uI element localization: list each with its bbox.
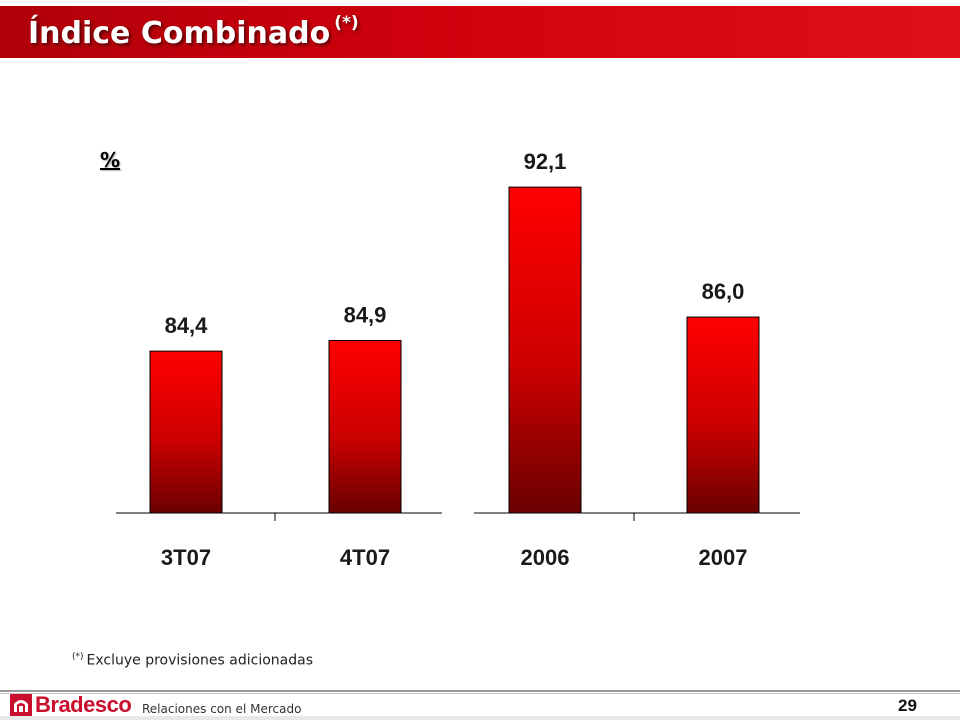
footer-bottom-band (0, 716, 960, 720)
combined-ratio-chart: 84,4 3T07 84,9 4T07 92,1 2006 86,0 2007 (116, 149, 800, 570)
category-label-4T07: 4T07 (340, 545, 390, 570)
unit-label: % (100, 148, 121, 172)
data-label-2006: 92,1 (524, 149, 567, 174)
footer-rule (0, 690, 960, 692)
category-label-2007: 2007 (699, 545, 748, 570)
bar-4T07 (328, 339, 402, 514)
footer-subtitle: Relaciones con el Mercado (142, 702, 302, 716)
data-label-3T07: 84,4 (165, 313, 209, 338)
bar-2006 (508, 186, 582, 514)
footnote: (*) Excluye provisiones adicionadas (72, 652, 313, 669)
bar-group-1: 84,4 3T07 84,9 4T07 (116, 302, 442, 570)
footer-rule-secondary (0, 693, 960, 694)
bar-3T07 (149, 350, 223, 514)
page-number: 29 (898, 696, 917, 715)
brand-name: Bradesco (35, 692, 132, 717)
bar-2007 (686, 316, 760, 514)
page-title-text: Índice Combinado (28, 16, 331, 51)
data-label-4T07: 84,9 (344, 302, 387, 327)
title-bar: Índice Combinado (*) (0, 6, 960, 58)
page-title: Índice Combinado (*) (28, 13, 359, 51)
category-label-3T07: 3T07 (161, 545, 211, 570)
bar-group-2: 92,1 2006 86,0 2007 (474, 149, 800, 570)
category-label-2006: 2006 (521, 545, 570, 570)
footnote-marker: (*) (72, 652, 84, 662)
bradesco-logo-icon (10, 694, 32, 716)
footnote-text: Excluye provisiones adicionadas (86, 652, 313, 669)
title-note-marker: (*) (334, 13, 359, 33)
data-label-2007: 86,0 (702, 279, 745, 304)
